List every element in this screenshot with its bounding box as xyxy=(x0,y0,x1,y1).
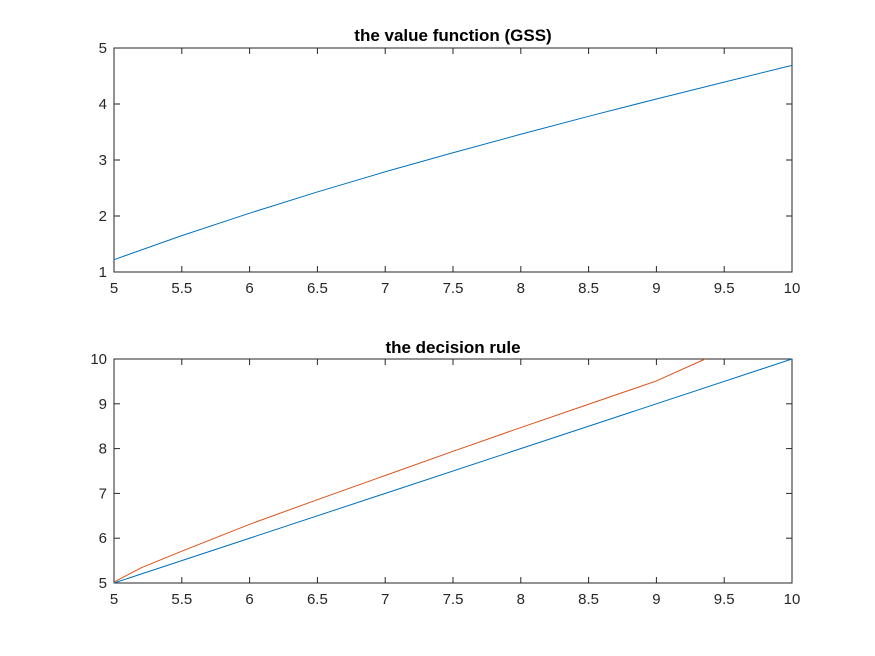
value-function-x-tick-label: 8 xyxy=(517,280,525,297)
value-function-x-tick-label: 5.5 xyxy=(171,280,192,297)
decision-rule-x-tick-label: 7.5 xyxy=(443,591,464,608)
decision-rule-y-tick-label: 5 xyxy=(99,575,107,592)
decision-rule-x-tick-label: 8.5 xyxy=(578,591,599,608)
value-function-x-tick-label: 7.5 xyxy=(443,280,464,297)
value-function-x-tick-label: 6.5 xyxy=(307,280,328,297)
value-function-y-tick-label: 2 xyxy=(99,208,107,225)
value-function-ticks: 5 5.5 6 6.5 7 7.5 8 8.5 9 9.5 10 1 2 3 4 5 xyxy=(99,40,801,297)
value-function-x-tick-label: 6 xyxy=(245,280,253,297)
decision-rule-title: the decision rule xyxy=(385,338,520,357)
decision-rule-series-line-2 xyxy=(113,358,706,583)
decision-rule-x-tick-label: 5 xyxy=(110,591,118,608)
value-function-axes-box xyxy=(113,47,793,273)
decision-rule-x-tick-label: 9 xyxy=(652,591,660,608)
value-function-x-tick-label: 8.5 xyxy=(578,280,599,297)
decision-rule-y-tick-label: 8 xyxy=(99,441,107,458)
value-function-y-tick-label: 4 xyxy=(99,96,107,113)
decision-rule-y-tick-label: 7 xyxy=(99,485,107,502)
value-function-y-tick-label: 1 xyxy=(99,264,107,281)
decision-rule-x-tick-label: 6 xyxy=(245,591,253,608)
value-function-x-tick-label: 5 xyxy=(110,280,118,297)
value-function-title: the value function (GSS) xyxy=(354,26,551,45)
value-function-plot: the value function (GSS) 5 5.5 6 6.5 7 7.5 8 8.… xyxy=(99,26,801,297)
value-function-x-tick-label: 9 xyxy=(652,280,660,297)
decision-rule-series-line-1 xyxy=(113,358,793,584)
decision-rule-x-tick-label: 8 xyxy=(517,591,525,608)
decision-rule-y-tick-label: 9 xyxy=(99,396,107,413)
decision-rule-plot: the decision rule 5 5.5 6 6.5 7 7.5 8 8.5 9 9.5 10… xyxy=(90,338,800,608)
value-function-x-tick-label: 10 xyxy=(784,280,801,297)
decision-rule-x-tick-label: 9.5 xyxy=(714,591,735,608)
decision-rule-series xyxy=(113,358,793,584)
value-function-x-tick-label: 7 xyxy=(381,280,389,297)
decision-rule-x-tick-label: 5.5 xyxy=(171,591,192,608)
value-function-y-tick-label: 3 xyxy=(99,152,107,169)
decision-rule-y-tick-label: 6 xyxy=(99,530,107,547)
value-function-series xyxy=(113,64,793,261)
decision-rule-x-tick-label: 10 xyxy=(784,591,801,608)
decision-rule-x-tick-label: 7 xyxy=(381,591,389,608)
decision-rule-ticks: 5 5.5 6 6.5 7 7.5 8 8.5 9 9.5 10 5 6 7 8 9 10 xyxy=(90,351,800,608)
value-function-x-tick-label: 9.5 xyxy=(714,280,735,297)
decision-rule-x-tick-label: 6.5 xyxy=(307,591,328,608)
value-function-series-line-1 xyxy=(113,64,793,261)
value-function-y-tick-label: 5 xyxy=(99,40,107,57)
decision-rule-y-tick-label: 10 xyxy=(90,351,107,368)
